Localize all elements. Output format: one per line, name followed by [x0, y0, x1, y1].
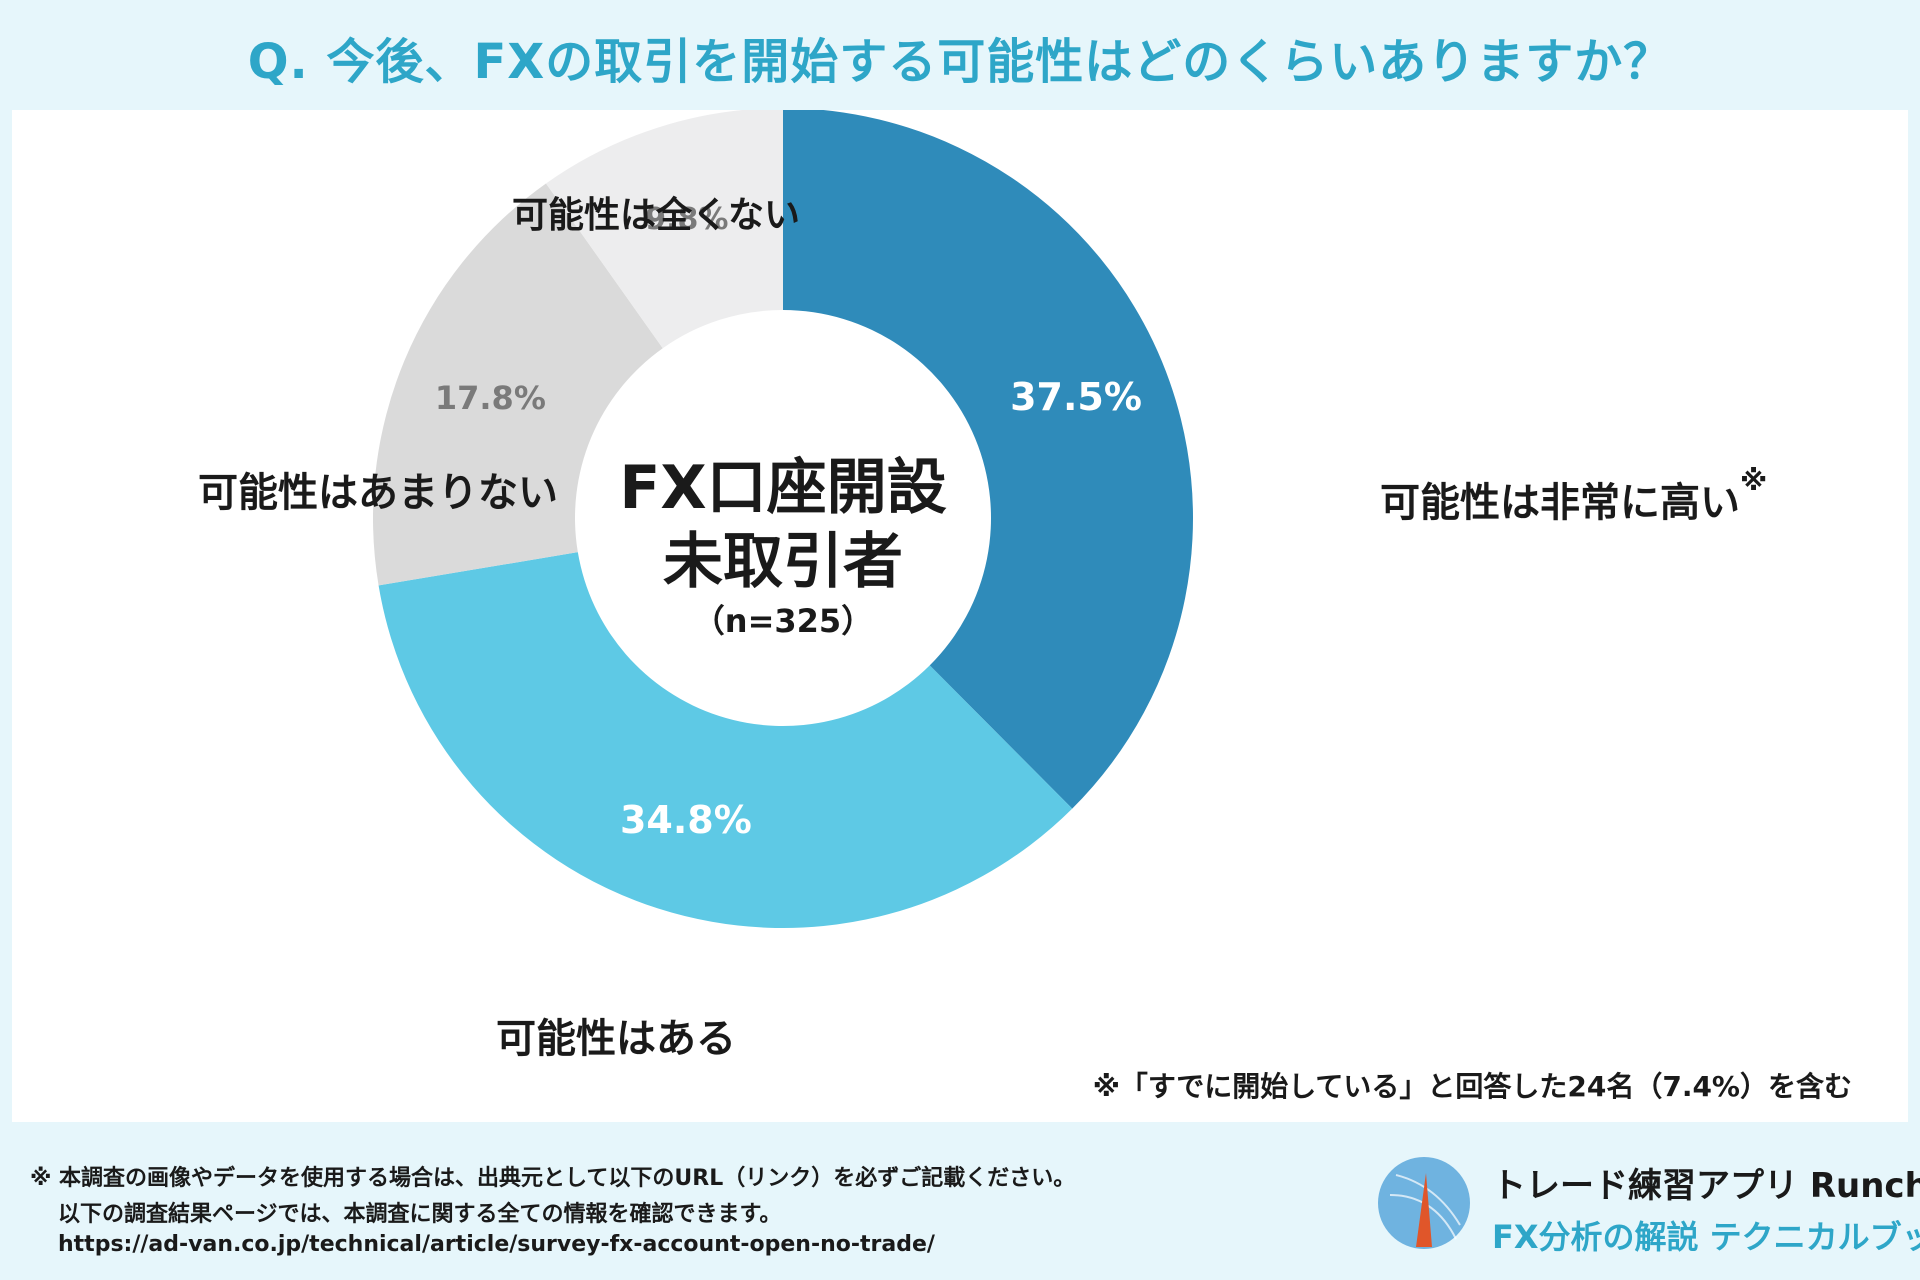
value-unlikely: 17.8% [435, 379, 546, 417]
brand-subtitle: FX分析の解説 テクニカルブック [1492, 1218, 1920, 1256]
footer-line-2: 以下の調査結果ページでは、本調査に関する全ての情報を確認できます。 [58, 1202, 782, 1227]
center-sample-size: （n=325） [693, 602, 873, 640]
page-title: Q. 今後、FXの取引を開始する可能性はどのくらいありますか？ [247, 34, 1673, 90]
label-unlikely: 可能性はあまりない [198, 470, 558, 516]
label-none: 可能性は全くない [512, 195, 801, 236]
slice-possible [378, 552, 1073, 929]
slice-none [545, 110, 783, 349]
brand-name: トレード練習アプリ Runcha [1492, 1166, 1920, 1206]
footer-line-1: ※ 本調査の画像やデータを使用する場合は、出典元として以下のURL（リンク）を必… [30, 1166, 1076, 1191]
chart-note: ※「すでに開始している」と回答した24名（7.4%）を含む [1092, 1070, 1852, 1103]
value-possible: 34.8% [620, 798, 752, 842]
value-none: 9.8% [645, 202, 728, 237]
slice-unlikely [373, 183, 663, 586]
value-very-high: 37.5% [1010, 375, 1142, 419]
footer-url[interactable]: https://ad-van.co.jp/technical/article/s… [58, 1232, 935, 1257]
chart-panel: 37.5% 34.8% 17.8% 9.8% FX口座開設 未取引者 （n=325） 可能性… [12, 110, 1908, 1122]
center-title-line1: FX口座開設 [619, 453, 946, 523]
slice-very-high [783, 110, 1193, 809]
center-title-line2: 未取引者 [663, 527, 903, 597]
label-possible: 可能性はある [496, 1016, 736, 1062]
runcha-logo-icon [1378, 1157, 1470, 1249]
label-very-high: 可能性は非常に高い※ [1380, 464, 1768, 526]
